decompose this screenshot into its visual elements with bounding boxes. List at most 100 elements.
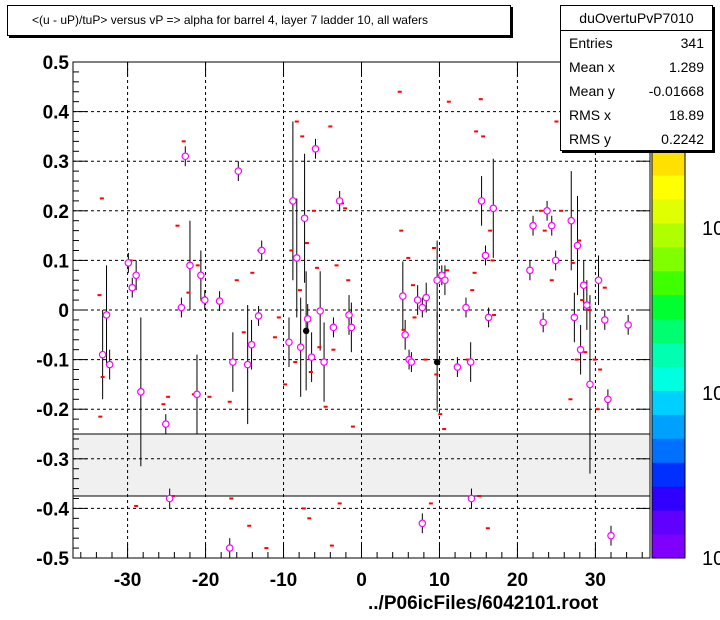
- red-mark: [481, 135, 486, 138]
- x-tick-label: 20: [507, 570, 528, 591]
- data-point: [165, 494, 174, 503]
- data-point: [489, 204, 498, 213]
- data-point: [329, 323, 338, 332]
- data-point: [345, 311, 353, 319]
- red-mark: [574, 358, 579, 361]
- palette-cell: [652, 390, 685, 415]
- data-point: [303, 315, 312, 323]
- y-tick-label: 0.5: [43, 53, 70, 74]
- red-mark: [399, 229, 404, 232]
- red-mark: [181, 140, 186, 143]
- red-mark: [315, 266, 320, 269]
- red-mark: [250, 271, 255, 274]
- y-tick-label: 0.2: [43, 202, 69, 223]
- red-mark: [538, 209, 543, 212]
- data-point: [181, 152, 190, 161]
- red-mark: [568, 398, 573, 401]
- red-mark: [323, 405, 328, 408]
- data-point-black: [433, 358, 441, 366]
- red-mark: [272, 336, 277, 339]
- data-point: [128, 283, 137, 292]
- data-point: [466, 358, 475, 366]
- red-mark: [304, 242, 309, 245]
- data-point: [413, 296, 422, 304]
- data-point: [604, 395, 612, 404]
- red-mark: [331, 348, 336, 351]
- red-mark: [397, 90, 402, 93]
- stats-key: Mean x: [569, 59, 615, 75]
- palette-cell: [652, 342, 685, 367]
- red-mark: [329, 544, 334, 547]
- red-mark: [577, 239, 582, 242]
- palette-cell: [652, 414, 685, 439]
- red-mark: [161, 403, 166, 406]
- palette-cell: [652, 151, 685, 176]
- data-point: [467, 494, 476, 503]
- palette-label: 10: [702, 383, 720, 405]
- stats-row-rms-y: RMS y 0.2242: [561, 127, 712, 151]
- red-mark: [478, 98, 483, 101]
- red-mark: [289, 249, 294, 252]
- data-point-black: [302, 327, 310, 335]
- red-mark: [472, 271, 477, 274]
- red-mark: [293, 361, 298, 364]
- data-point: [215, 297, 224, 305]
- red-mark: [307, 517, 312, 520]
- red-mark: [412, 316, 417, 319]
- y-tick-label: -0.4: [36, 499, 69, 520]
- data-point: [102, 311, 111, 319]
- data-point: [583, 301, 591, 309]
- data-point: [547, 221, 556, 230]
- red-mark: [294, 120, 299, 123]
- y-tick-label: 0: [58, 301, 69, 322]
- data-point: [296, 343, 305, 352]
- palette-cell: [652, 318, 685, 344]
- y-tick-label: 0.3: [43, 152, 69, 173]
- stats-key: RMS x: [569, 107, 611, 123]
- stats-box: duOvertuPvP7010 Entries 341 Mean x 1.289…: [560, 5, 713, 151]
- palette-cell: [652, 174, 685, 200]
- data-point: [433, 276, 441, 285]
- red-mark: [490, 259, 495, 262]
- red-mark: [297, 289, 302, 292]
- data-point: [247, 340, 256, 349]
- y-tick-label: -0.2: [36, 400, 69, 421]
- stats-value: 341: [680, 35, 704, 51]
- data-point: [579, 281, 588, 290]
- file-path-label: ../P06icFiles/6042101.root: [368, 593, 599, 614]
- red-mark: [438, 413, 443, 416]
- red-mark: [559, 209, 564, 212]
- data-point: [347, 323, 356, 332]
- data-point: [422, 293, 431, 302]
- red-mark: [554, 120, 559, 123]
- red-mark: [100, 375, 105, 378]
- data-point: [320, 358, 328, 366]
- data-point: [600, 316, 609, 324]
- red-mark: [598, 368, 603, 371]
- axis-ticks: -30 -20 -10 0 10 20 30 -0.5 -0.4 -0.3 -0.2 -0.1 0 0.1…: [36, 53, 650, 591]
- red-mark: [283, 383, 288, 386]
- data-point: [529, 221, 537, 230]
- data-markers: [98, 145, 632, 552]
- red-mark: [434, 373, 439, 376]
- data-point: [399, 292, 407, 300]
- red-mark: [264, 547, 269, 550]
- stats-key: Entries: [569, 35, 613, 51]
- red-mark: [549, 279, 554, 282]
- data-point: [225, 544, 234, 552]
- palette-cell: [652, 366, 685, 391]
- y-tick-label: -0.5: [36, 549, 69, 570]
- data-point: [285, 338, 293, 347]
- palette-labels: 10 10 10: [702, 218, 720, 570]
- stats-row-rms-x: RMS x 18.89: [561, 103, 712, 127]
- red-mark: [474, 130, 479, 133]
- data-point: [124, 259, 133, 267]
- data-point: [418, 303, 427, 312]
- palette-cell: [652, 198, 685, 224]
- red-mark: [542, 229, 547, 232]
- data-point: [234, 167, 243, 175]
- y-tick-label: -0.1: [36, 351, 69, 372]
- data-point: [132, 271, 140, 280]
- red-mark: [406, 256, 411, 259]
- palette-frame: [651, 150, 686, 559]
